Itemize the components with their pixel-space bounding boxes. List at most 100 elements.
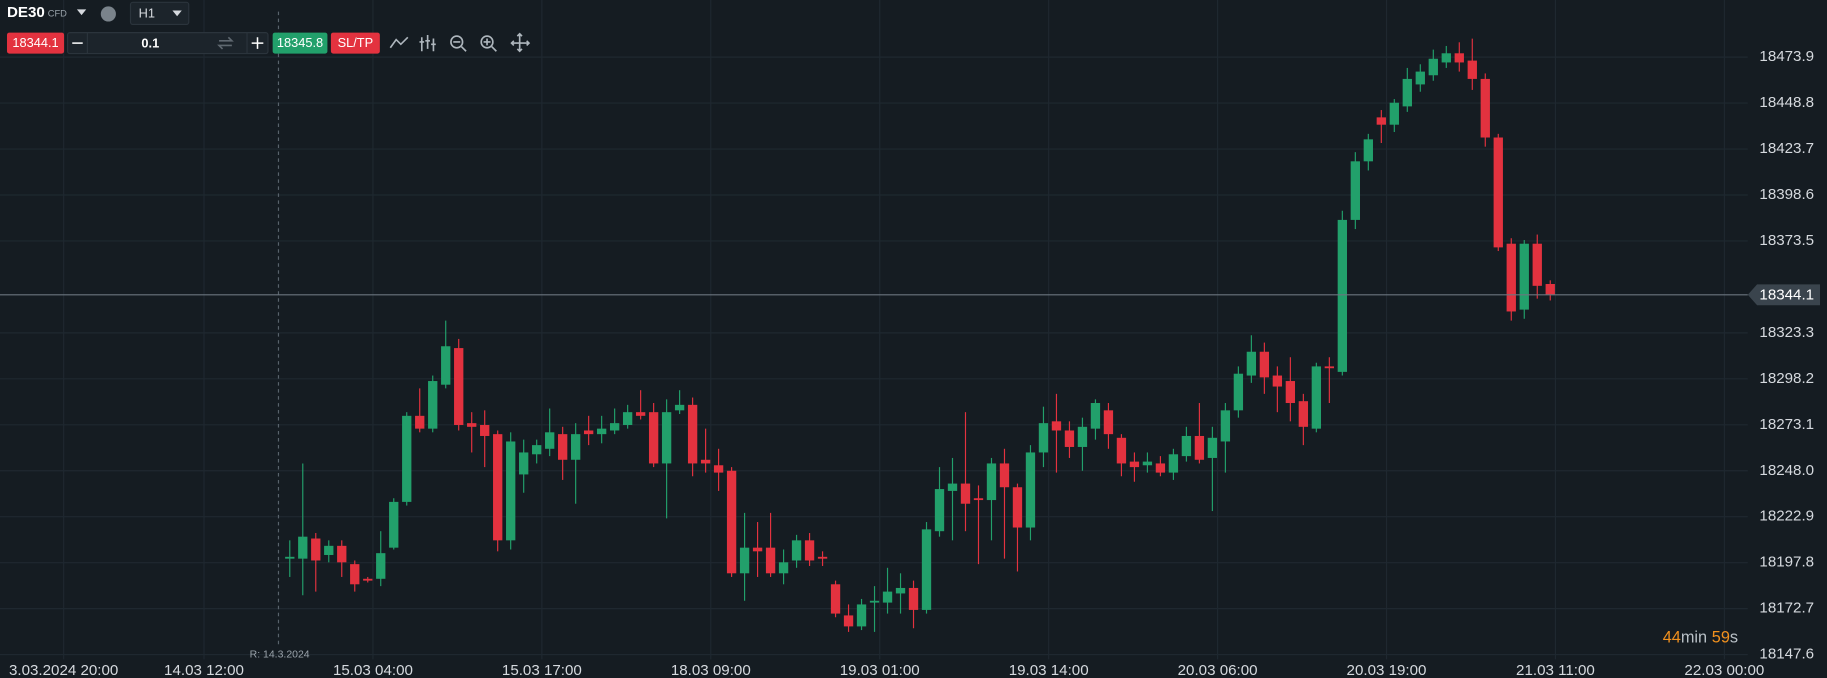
candle-body (1064, 430, 1075, 447)
buy-price: 18345.8 (277, 35, 323, 50)
y-tick-label: 18423.7 (1759, 140, 1814, 157)
x-tick-label: 18.03 09:00 (671, 662, 751, 678)
candle-body (1337, 219, 1347, 372)
volume[interactable]: 0.1 (141, 36, 159, 51)
candle-body (402, 415, 412, 502)
candle-body (545, 432, 555, 449)
candle-body (1389, 102, 1399, 125)
zoom-in-detail (483, 38, 497, 52)
candle-body (856, 604, 867, 627)
candle-body (687, 404, 698, 464)
zoom-in-icon[interactable] (480, 35, 494, 49)
candle-body (1402, 78, 1412, 107)
y-tick-label: 18373.5 (1759, 232, 1814, 249)
countdown-minutes: 44 (1663, 629, 1681, 647)
candle-body (1272, 375, 1283, 387)
candle-body (1493, 137, 1503, 248)
candle-body (934, 489, 945, 532)
plus-button[interactable] (251, 37, 264, 49)
timeframe: H1 (139, 5, 155, 20)
symbol-dropdown[interactable] (76, 9, 87, 16)
y-tick-label: 18147.6 (1759, 646, 1814, 663)
swap-icon[interactable] (217, 36, 234, 50)
x-tick-label: 22.03 00:00 (1684, 662, 1764, 678)
candle-body (1363, 139, 1373, 162)
candle-body (713, 465, 724, 473)
candle-body (1545, 283, 1555, 295)
y-tick-label: 18273.1 (1759, 416, 1814, 433)
candle-body (1376, 117, 1386, 125)
x-tick-label: 20.03 19:00 (1347, 662, 1427, 678)
candle-body (700, 459, 711, 464)
candle-body (869, 600, 880, 603)
countdown: 44min 59s (1663, 629, 1738, 647)
y-tick-label: 18473.9 (1759, 48, 1814, 65)
candle-body (1506, 243, 1516, 312)
current-price-tag (1747, 284, 1821, 306)
candle-body (804, 540, 815, 561)
buy-button[interactable] (272, 32, 328, 54)
candle-body (1441, 53, 1451, 63)
candle-body (583, 430, 594, 435)
x-tick-label: 20.03 06:00 (1178, 662, 1258, 678)
countdown-seconds-unit: s (1730, 629, 1738, 647)
y-tick-label: 18448.8 (1759, 94, 1814, 111)
candle-body (1207, 437, 1218, 458)
sell-button[interactable] (6, 32, 65, 54)
candle-body (298, 536, 308, 559)
symbol-type: CFD (48, 8, 67, 18)
candle-body (765, 547, 776, 574)
candle-body (1181, 435, 1192, 457)
volume-box[interactable] (66, 32, 269, 55)
candle-body (1025, 452, 1036, 528)
candle-body (817, 556, 828, 559)
candle-body (1454, 53, 1464, 63)
y-tick-label: 18222.9 (1759, 508, 1814, 525)
time-axis: 3.03.2024 20:00 14.03 12:00 15.03 04:00 15.… (9, 662, 1764, 678)
y-tick-label: 18197.8 (1759, 554, 1814, 571)
candle-body (1350, 161, 1360, 220)
candle-body (882, 591, 893, 603)
candle-body (1142, 461, 1153, 466)
candle-icon[interactable] (419, 34, 436, 52)
candle-body (1168, 454, 1179, 473)
candle-body (1051, 421, 1062, 431)
candle-body (830, 584, 841, 614)
candle-body (1532, 243, 1542, 286)
zoom-out-detail (453, 41, 467, 52)
candle-body (1480, 78, 1490, 138)
candle-body (1259, 351, 1270, 378)
candle-body (960, 483, 971, 504)
candle-body (519, 452, 529, 475)
candle-body (389, 501, 399, 548)
countdown-minutes-unit: min (1681, 629, 1707, 647)
symbol[interactable]: DE30 (7, 4, 45, 21)
info-icon[interactable] (100, 6, 116, 22)
grid (0, 0, 1748, 660)
current-price-label: 18344.1 (1759, 286, 1814, 303)
candle-body (1428, 58, 1438, 76)
candle-body (921, 529, 932, 610)
candle-body (648, 412, 659, 464)
x-tick-label: 19.03 01:00 (840, 662, 920, 678)
candle-body (337, 545, 347, 563)
candle-body (324, 545, 334, 555)
y-tick-label: 18172.7 (1759, 600, 1814, 617)
line-chart-icon[interactable] (389, 36, 409, 49)
candle-body (1324, 366, 1335, 369)
candle-body (895, 587, 906, 594)
sltp-button[interactable] (330, 32, 380, 54)
zoom-out-icon[interactable] (450, 35, 464, 49)
candle-body (661, 412, 672, 464)
candle-body (1103, 410, 1114, 435)
candle-body (596, 428, 607, 435)
sell-price: 18344.1 (12, 35, 58, 50)
move-icon[interactable] (510, 32, 531, 53)
candle-body (947, 483, 958, 491)
price-axis: 18473.9 18448.8 18423.7 18398.6 18373.5 18323… (1747, 48, 1821, 663)
sltp: SL/TP (338, 35, 374, 50)
timeframe-select[interactable] (129, 1, 190, 26)
candle-body (493, 434, 503, 541)
candle-body (791, 540, 802, 561)
